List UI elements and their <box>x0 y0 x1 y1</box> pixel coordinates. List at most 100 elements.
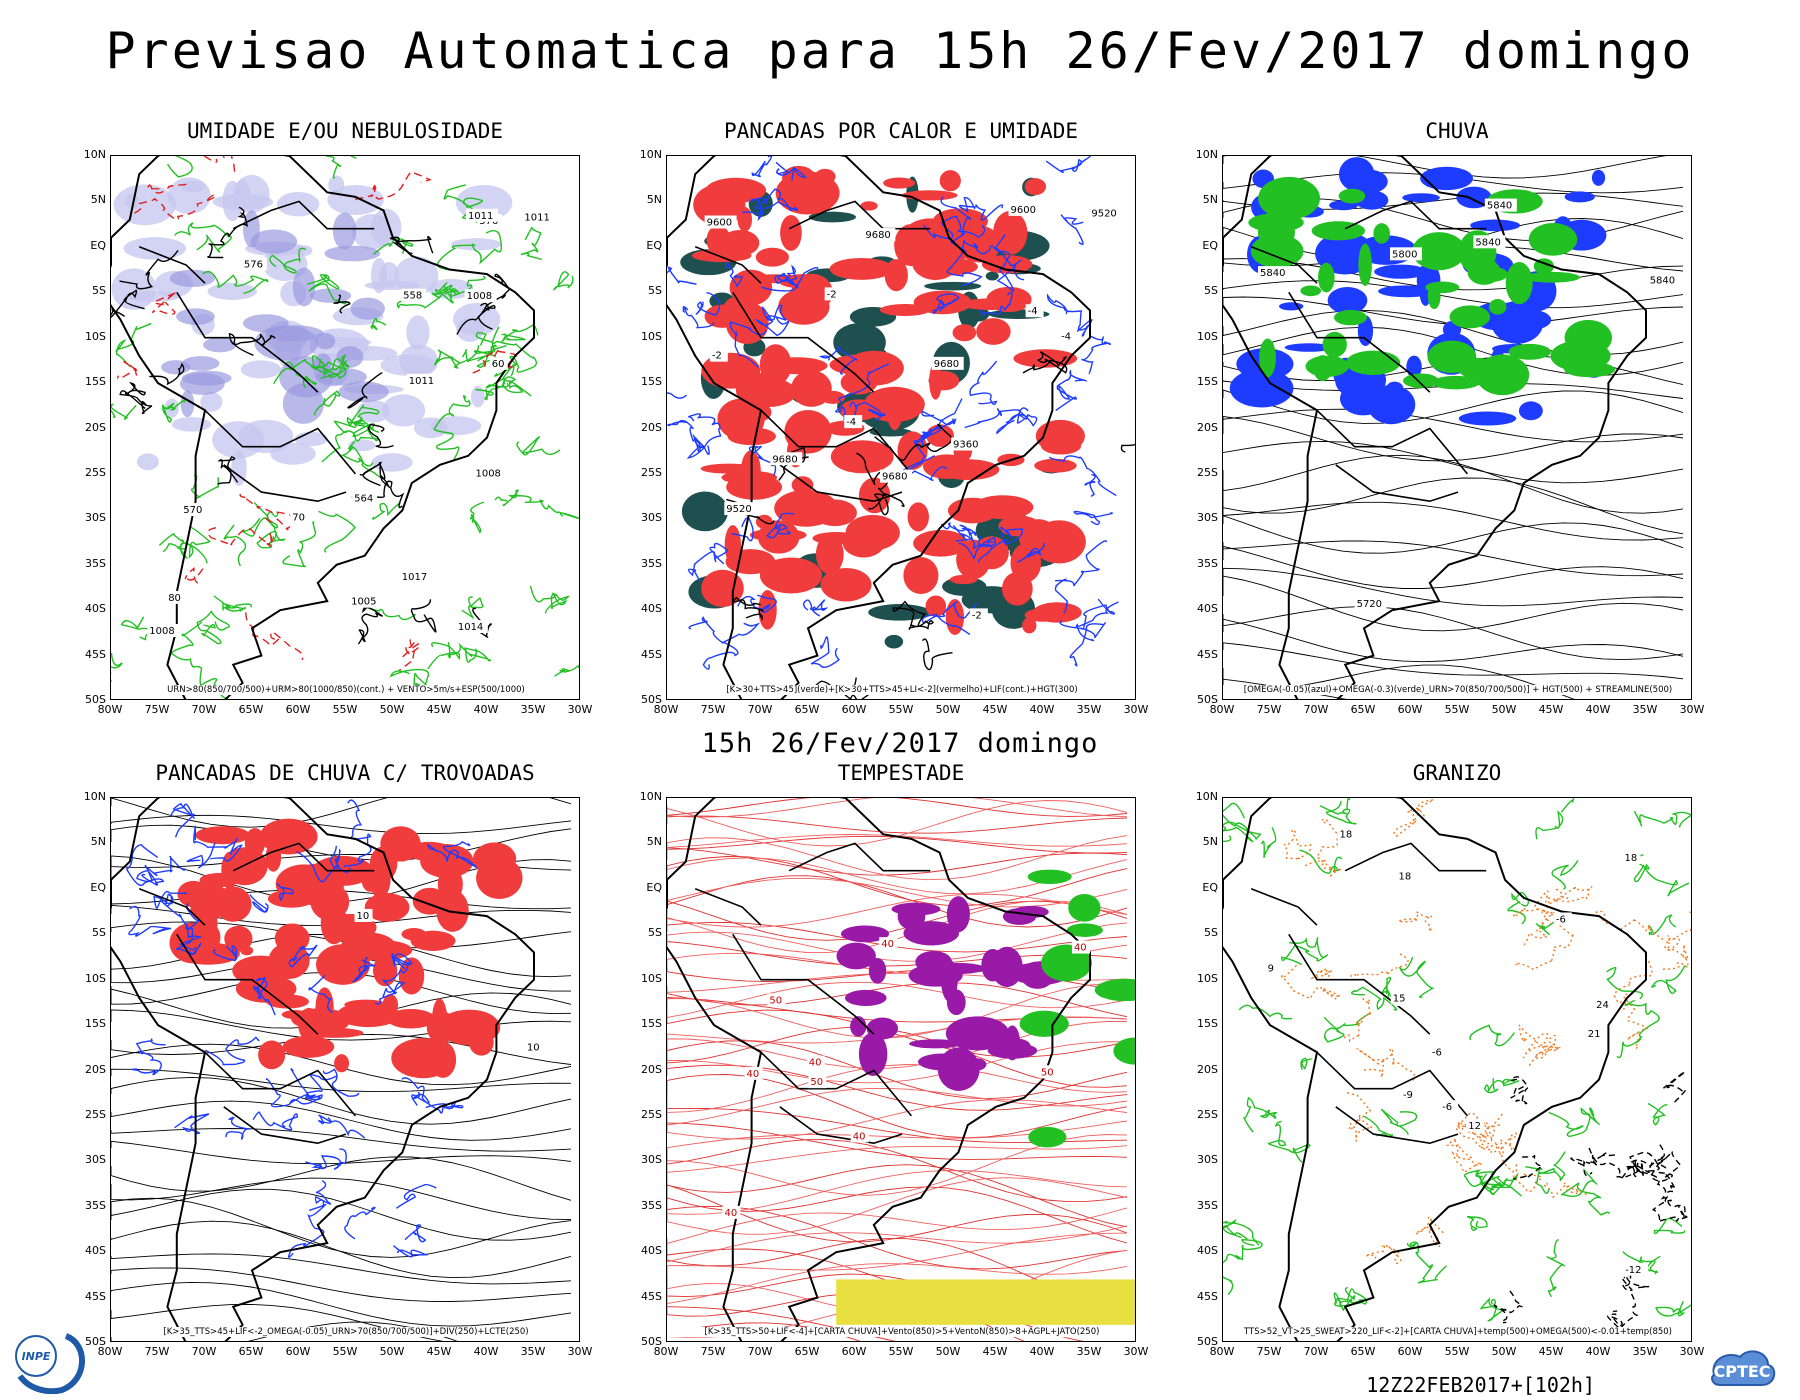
blue-contour <box>1048 455 1117 497</box>
country-border <box>788 842 931 872</box>
lon-tick-label: 55W <box>332 1345 358 1358</box>
lat-tick-label: 50S <box>1197 693 1218 706</box>
lat-tick-label: 10N <box>1195 790 1218 803</box>
svg-text:40: 40 <box>881 939 894 950</box>
red-streamline <box>667 835 1128 881</box>
red-area <box>775 171 840 215</box>
blue-contour <box>395 1183 437 1209</box>
contour-label: -4 <box>1025 304 1044 318</box>
humidity-shade-dark <box>292 267 316 307</box>
green-omega <box>1550 340 1611 372</box>
humidity-shade-dark <box>179 372 225 395</box>
lat-tick-label: 45S <box>85 1289 106 1303</box>
blue-contour <box>136 855 186 886</box>
lon-tick-label: 40W <box>473 1345 499 1358</box>
lat-tick-label: 5N <box>646 193 662 207</box>
blue-contour <box>1073 510 1113 526</box>
panel-title: CHUVA <box>1425 119 1489 143</box>
red-area <box>364 893 410 922</box>
lon-tick-label: 75W <box>1256 1345 1282 1358</box>
blue-contour <box>314 1180 332 1206</box>
lat-tick-label: 10N <box>83 790 106 803</box>
contour-label: 18 <box>1337 827 1356 841</box>
blue-contour <box>176 902 202 956</box>
green-contour <box>524 499 579 519</box>
red-area <box>747 372 780 386</box>
green-contour <box>213 595 253 612</box>
contour-label: 40 <box>744 1066 763 1080</box>
green-contour <box>1561 1168 1610 1216</box>
contour-label: 50 <box>767 993 786 1007</box>
svg-text:1008: 1008 <box>149 626 174 637</box>
green-contour <box>1319 798 1351 815</box>
blue-contour <box>1054 578 1069 614</box>
green-contour <box>1647 1102 1668 1126</box>
svg-text:60: 60 <box>492 359 505 370</box>
lat-tick-label: 30S <box>1197 1153 1218 1167</box>
contour-label: 1008 <box>473 466 506 480</box>
red-area <box>976 318 1011 345</box>
streamline <box>1223 545 1684 589</box>
orange-dotted-contour <box>1343 995 1372 1043</box>
panel-legend: [K>30+TTS>45](verde)+[K>30+TTS>45+LI<-2]… <box>667 685 1135 695</box>
green-contour <box>516 436 561 456</box>
green-contour <box>1633 854 1690 897</box>
blue-contour <box>1059 598 1115 630</box>
blue-omega <box>1402 193 1440 203</box>
lat-tick-label: 5N <box>646 835 662 849</box>
orange-dotted-contour <box>1302 859 1342 877</box>
orange-dotted-contour <box>1512 888 1564 918</box>
pressure-contour <box>228 332 276 356</box>
green-contour <box>1223 1220 1260 1246</box>
red-area <box>957 225 1001 263</box>
lon-tick-label: 80W <box>97 1345 123 1358</box>
blue-contour <box>729 321 767 369</box>
green-contour <box>1398 956 1435 999</box>
green-contour <box>1267 1120 1311 1163</box>
teal-area <box>924 281 982 291</box>
contour-label: 1011 <box>522 210 555 224</box>
lon-tick-label: 45W <box>1538 703 1564 716</box>
lat-tick-label: 45S <box>85 647 106 661</box>
lon-tick-label: 70W <box>1303 1345 1329 1358</box>
purple-area <box>945 1016 1010 1051</box>
lon-tick-label: 40W <box>1585 1345 1611 1358</box>
green-omega <box>1318 262 1335 293</box>
purple-area <box>858 1032 888 1077</box>
red-area <box>724 525 742 565</box>
svg-text:9600: 9600 <box>1011 205 1036 216</box>
orange-dotted-contour <box>1315 818 1340 873</box>
map-umidade: 5765761011100810081005101110141017570564… <box>110 155 580 700</box>
humidity-shade <box>381 394 426 427</box>
blue-contour <box>343 799 372 867</box>
svg-text:-4: -4 <box>846 417 856 428</box>
streamline <box>1223 540 1684 577</box>
green-contour <box>196 610 230 645</box>
humidity-shade-dark <box>250 229 298 254</box>
lat-tick-label: 25S <box>85 1107 106 1121</box>
lat-tick-label: 30S <box>85 1153 106 1167</box>
streamline <box>1223 515 1684 554</box>
streamline <box>1223 416 1684 462</box>
red-area <box>1001 571 1033 606</box>
streamline <box>111 1068 572 1093</box>
coastline <box>111 798 535 1341</box>
cptec-logo: CPTEC <box>1706 1345 1778 1393</box>
green-contour <box>1261 827 1277 858</box>
country-border <box>788 200 931 230</box>
lat-tick-label: 50S <box>1197 1335 1218 1348</box>
red-area <box>267 889 315 908</box>
blue-omega <box>1327 286 1368 314</box>
lon-tick-label: 70W <box>191 703 217 716</box>
humidity-shade <box>276 192 320 217</box>
purple-area <box>841 925 889 943</box>
red-streamline <box>667 893 1128 928</box>
contour-label: -6 <box>1553 912 1572 926</box>
coastline <box>111 156 535 699</box>
lon-tick-label: 80W <box>653 703 679 716</box>
red-area <box>352 940 413 961</box>
green-omega <box>1322 331 1347 358</box>
svg-text:18: 18 <box>1399 871 1412 882</box>
map-chuva-svg: 5840 5840 5840 5800 5720 5840 <box>1223 156 1684 699</box>
